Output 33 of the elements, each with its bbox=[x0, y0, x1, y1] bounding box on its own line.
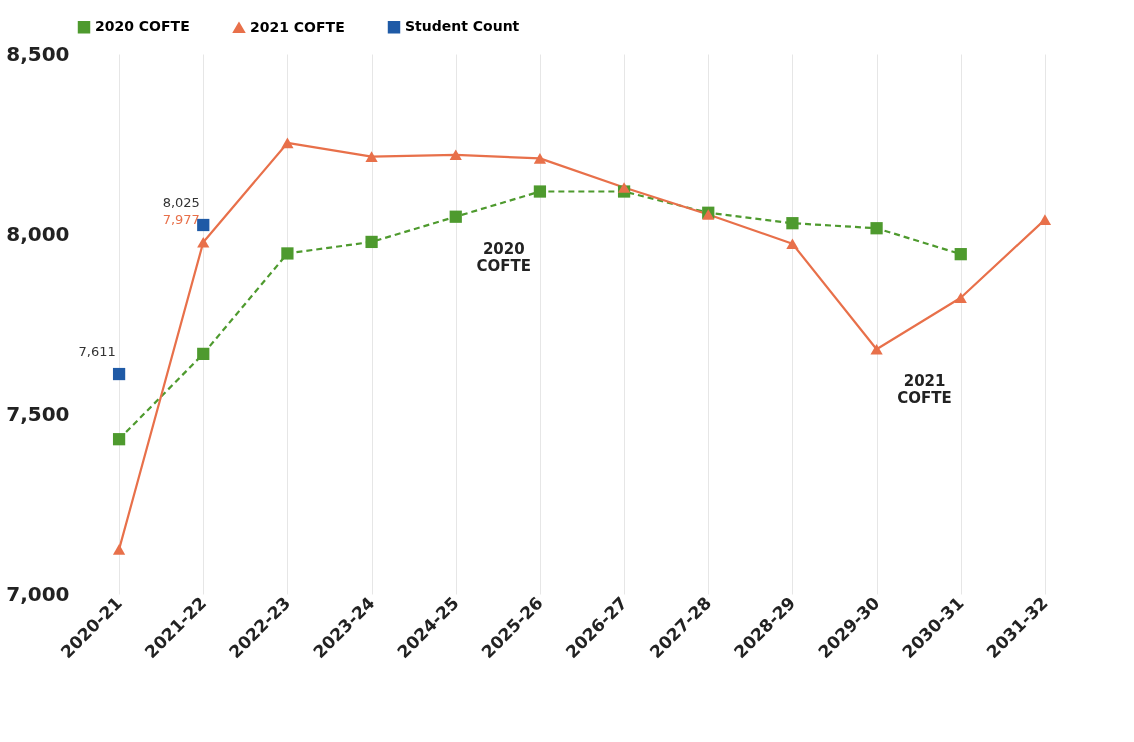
point bbox=[533, 185, 547, 198]
point bbox=[533, 153, 547, 164]
legend-label: Student Count bbox=[405, 18, 520, 35]
point bbox=[786, 238, 799, 250]
point bbox=[112, 433, 126, 446]
annotation: 2021 COFTE bbox=[897, 372, 952, 408]
point bbox=[1038, 214, 1052, 225]
point bbox=[281, 247, 294, 260]
point bbox=[365, 151, 378, 162]
point bbox=[786, 217, 799, 230]
point bbox=[954, 292, 967, 304]
y-tick-label: 7,500 bbox=[6, 401, 70, 426]
point bbox=[617, 182, 631, 193]
legend-label: 2021 COFTE bbox=[250, 18, 345, 35]
point bbox=[870, 343, 883, 355]
point bbox=[197, 218, 210, 232]
point bbox=[197, 347, 210, 360]
point bbox=[112, 544, 126, 555]
legend-label: 2020 COFTE bbox=[95, 18, 190, 35]
point bbox=[870, 222, 883, 235]
data-label: 7,611 bbox=[78, 344, 116, 360]
annotation: 2020 COFTE bbox=[476, 239, 531, 275]
data-label: 8,025 bbox=[162, 195, 200, 210]
point bbox=[449, 210, 462, 223]
point bbox=[197, 236, 210, 248]
point bbox=[449, 149, 462, 161]
data-label: 7,977 bbox=[162, 212, 200, 228]
point bbox=[112, 367, 126, 381]
point bbox=[365, 235, 378, 249]
y-tick-label: 8,000 bbox=[6, 221, 70, 246]
point bbox=[954, 248, 967, 261]
point bbox=[281, 137, 294, 149]
y-tick-label: 8,500 bbox=[6, 41, 70, 66]
